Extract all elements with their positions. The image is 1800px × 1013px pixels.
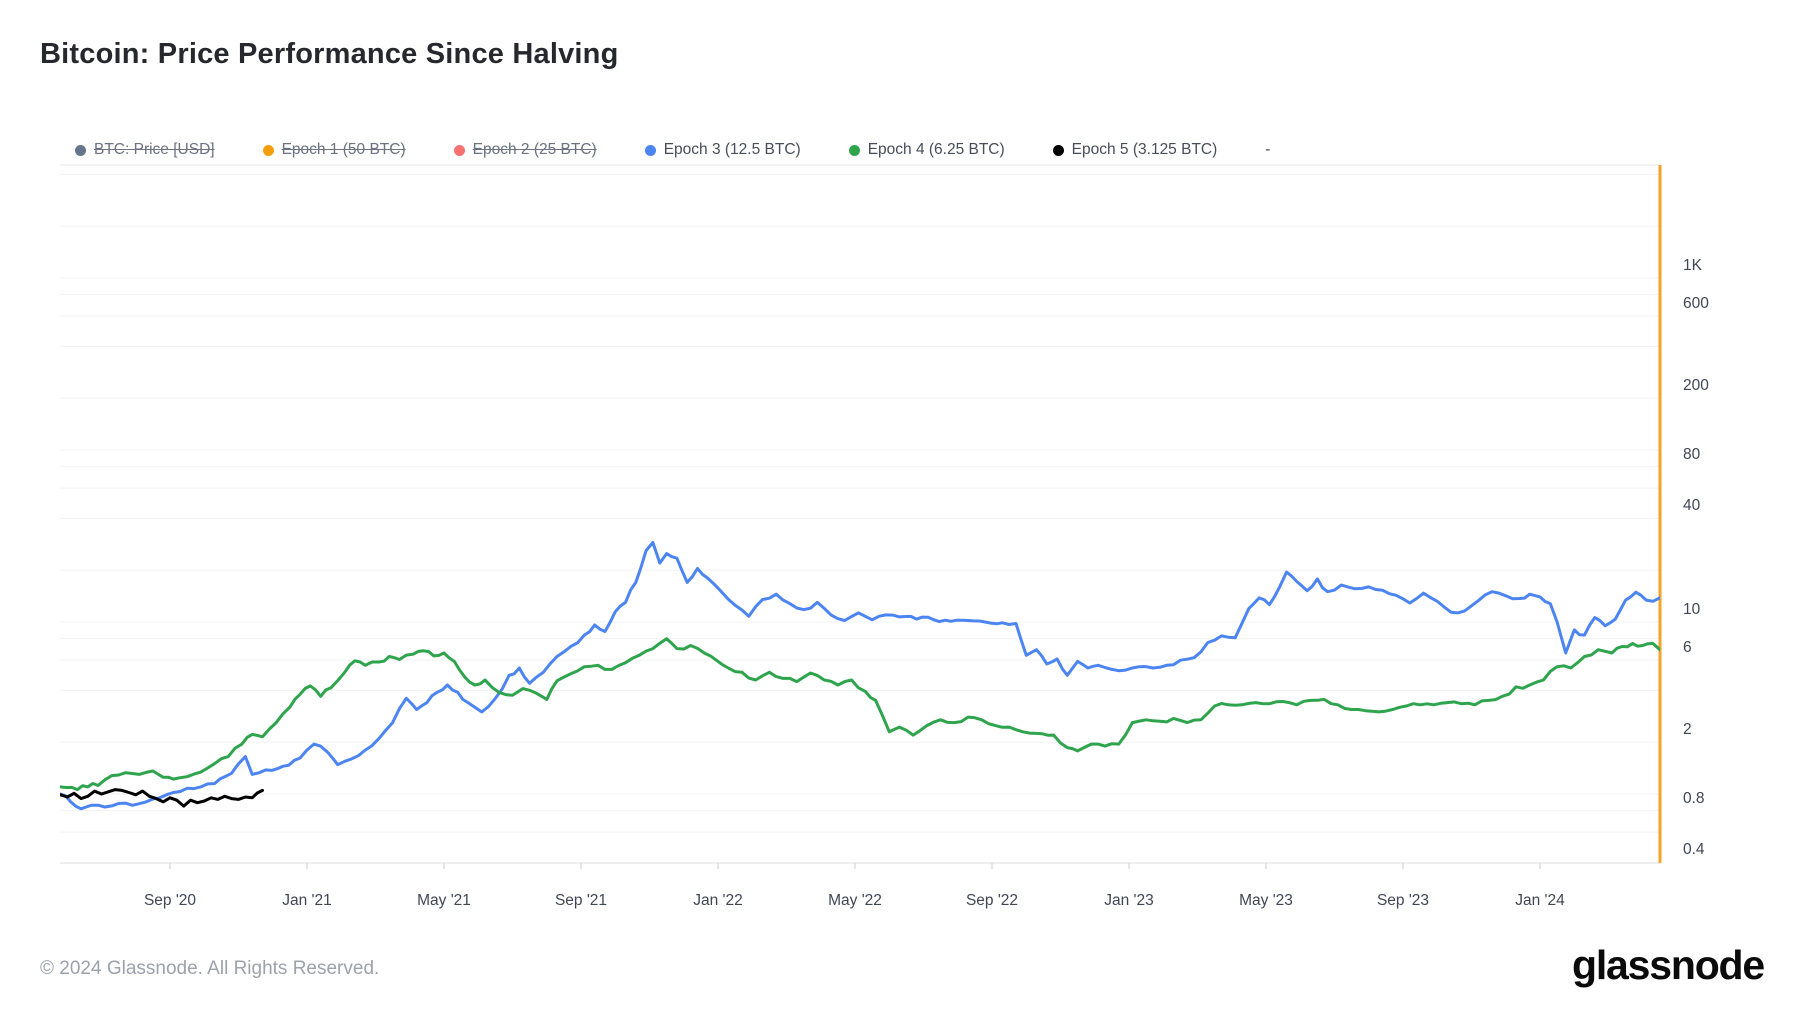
- page-title: Bitcoin: Price Performance Since Halving: [40, 38, 619, 70]
- x-tick-label: Jan '21: [282, 892, 332, 909]
- legend-item-epoch-1[interactable]: Epoch 1 (50 BTC): [262, 141, 406, 159]
- y-tick-label: 6: [1683, 639, 1692, 657]
- epoch-1-dot-icon: [262, 144, 274, 156]
- legend-item-epoch-3[interactable]: Epoch 3 (12.5 BTC): [644, 141, 801, 159]
- y-tick-label: 2: [1683, 721, 1692, 739]
- epoch-4-dot-icon: [848, 144, 860, 156]
- x-tick-label: May '23: [1239, 892, 1293, 909]
- y-tick-label: 10: [1683, 601, 1701, 618]
- legend-label: Epoch 3 (12.5 BTC): [663, 141, 801, 158]
- x-tick-label: Sep '20: [143, 892, 197, 909]
- legend-item-epoch-5[interactable]: Epoch 5 (3.125 BTC): [1052, 141, 1218, 159]
- y-tick-label: 600: [1683, 295, 1709, 313]
- copyright-text: © 2024 Glassnode. All Rights Reserved.: [40, 958, 380, 979]
- y-tick-label: 0.8: [1683, 789, 1705, 807]
- series-line-epoch5[interactable]: [60, 788, 264, 808]
- x-tick-label: Sep '22: [965, 892, 1019, 909]
- y-tick-label: 40: [1683, 497, 1701, 515]
- legend: BTC: Price [USD] Epoch 1 (50 BTC) Epoch 2 …: [75, 141, 1270, 159]
- x-tick-label: Sep '23: [1376, 892, 1430, 909]
- legend-label: BTC: Price [USD]: [94, 141, 215, 158]
- epoch-3-dot-icon: [644, 144, 656, 156]
- glassnode-logo: glassnode: [1572, 942, 1765, 988]
- x-tick-label: Jan '23: [1104, 892, 1154, 909]
- x-tick-label: Jan '24: [1515, 892, 1565, 909]
- btc-price-usd-dot-icon: [75, 144, 86, 156]
- x-tick-label: May '21: [417, 892, 471, 909]
- epoch-5-dot-icon: [1052, 144, 1064, 156]
- legend-label: Epoch 4 (6.25 BTC): [867, 141, 1005, 158]
- legend-label: Epoch 2 (25 BTC): [472, 141, 597, 158]
- y-tick-label: 1K: [1683, 257, 1702, 274]
- x-tick-label: Sep '21: [554, 892, 608, 909]
- legend-item-btc-price-usd[interactable]: BTC: Price [USD]: [75, 141, 215, 159]
- legend-item-epoch-2[interactable]: Epoch 2 (25 BTC): [453, 141, 597, 159]
- series-line-epoch4[interactable]: [60, 637, 1660, 792]
- legend-item-epoch-4[interactable]: Epoch 4 (6.25 BTC): [848, 141, 1005, 159]
- x-tick-label: May '22: [828, 892, 882, 909]
- y-tick-label: 0.4: [1683, 841, 1705, 859]
- legend-item-dash[interactable]: -: [1265, 141, 1270, 159]
- legend-label: -: [1265, 141, 1271, 158]
- legend-label: Epoch 1 (50 BTC): [281, 141, 406, 158]
- legend-label: Epoch 5 (3.125 BTC): [1071, 141, 1218, 158]
- x-tick-label: Jan '22: [693, 892, 743, 909]
- series-line-epoch3[interactable]: [60, 541, 1660, 811]
- epoch-2-dot-icon: [453, 144, 465, 156]
- y-tick-label: 200: [1683, 377, 1709, 395]
- y-tick-label: 80: [1683, 445, 1701, 463]
